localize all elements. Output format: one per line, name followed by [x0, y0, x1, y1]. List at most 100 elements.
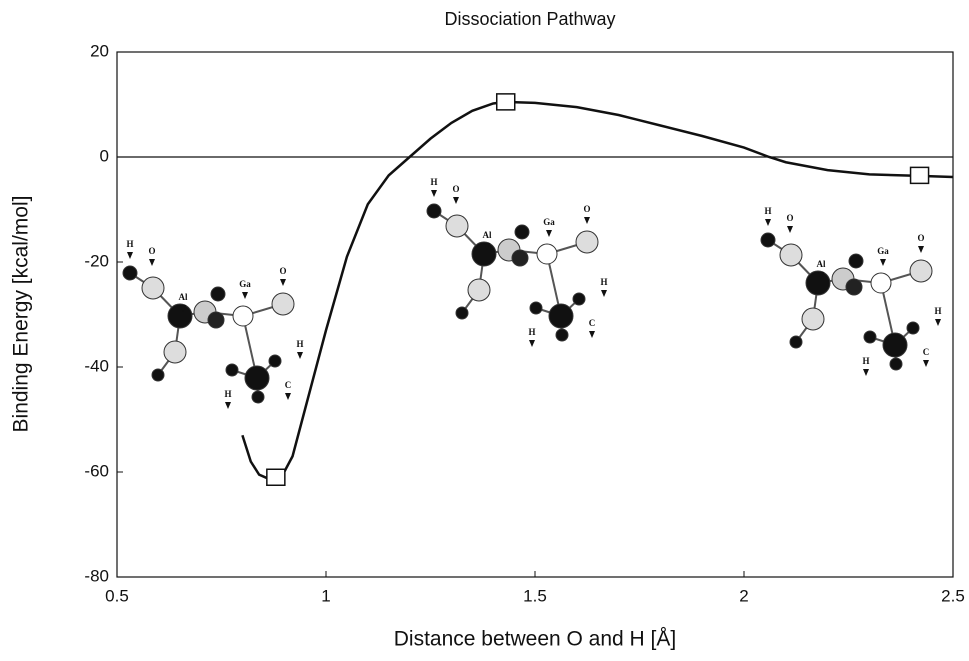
point-marker — [495, 93, 516, 111]
atom — [244, 365, 270, 391]
atom-label: O — [583, 204, 590, 214]
label-arrow — [880, 259, 886, 266]
label-arrow — [280, 279, 286, 286]
atom-label: Ga — [239, 279, 251, 289]
atom — [889, 357, 903, 371]
atom — [225, 363, 239, 377]
y-tick-label: 20 — [90, 41, 109, 60]
atom — [122, 265, 138, 281]
atom — [151, 368, 165, 382]
atom — [572, 292, 586, 306]
chart-title: Dissociation Pathway — [444, 9, 615, 29]
y-tick-label: 0 — [100, 146, 109, 165]
atom-label: H — [296, 339, 303, 349]
label-arrow — [918, 246, 924, 253]
atom — [848, 253, 864, 269]
atom-label: O — [452, 184, 459, 194]
atom — [232, 305, 254, 327]
atom-label: C — [589, 318, 596, 328]
atom-label: Al — [817, 259, 826, 269]
atom-label: H — [764, 206, 771, 216]
atom — [210, 286, 226, 302]
label-arrow — [127, 252, 133, 259]
label-arrow — [180, 305, 186, 312]
atom — [511, 249, 529, 267]
atom-label: O — [917, 233, 924, 243]
label-arrow — [453, 197, 459, 204]
y-tick-label: -20 — [84, 251, 109, 270]
atom — [801, 307, 825, 331]
atom-label: H — [934, 306, 941, 316]
atom — [163, 340, 187, 364]
y-tick-label: -40 — [84, 356, 109, 375]
label-arrow — [584, 217, 590, 224]
atom — [906, 321, 920, 335]
x-tick-label: 1 — [321, 586, 330, 605]
atom — [167, 303, 193, 329]
point-marker — [909, 166, 930, 185]
atom — [471, 241, 497, 267]
x-axis-title: Distance between O and H [Å] — [394, 628, 677, 651]
atom — [529, 301, 543, 315]
x-tick-label: 0.5 — [105, 586, 129, 605]
y-axis-title: Binding Energy [kcal/mol] — [10, 196, 33, 433]
atom — [271, 292, 295, 316]
atom-label: H — [430, 177, 437, 187]
atom — [426, 203, 442, 219]
atom-label: Ga — [543, 217, 555, 227]
atom-label: Al — [179, 292, 188, 302]
label-arrow — [923, 360, 929, 367]
atom — [575, 230, 599, 254]
atom — [805, 270, 831, 296]
atom — [760, 232, 776, 248]
atom — [779, 243, 803, 267]
atom — [536, 243, 558, 265]
atom — [445, 214, 469, 238]
label-arrow — [765, 219, 771, 226]
y-tick-label: -60 — [84, 461, 109, 480]
atom-label: C — [923, 347, 930, 357]
atom-label: H — [126, 239, 133, 249]
atom — [909, 259, 933, 283]
atom — [870, 272, 892, 294]
atom — [863, 330, 877, 344]
label-arrow — [297, 352, 303, 359]
point-marker — [266, 468, 286, 486]
x-tick-label: 2.5 — [941, 586, 965, 605]
label-arrow — [787, 226, 793, 233]
atom — [207, 311, 225, 329]
atom-label: H — [862, 356, 869, 366]
atom — [555, 328, 569, 342]
label-arrow — [546, 230, 552, 237]
atom — [845, 278, 863, 296]
label-arrow — [818, 272, 824, 279]
x-tick-label: 1.5 — [523, 586, 547, 605]
atom — [251, 390, 265, 404]
atom-label: H — [600, 277, 607, 287]
atom-label: Ga — [877, 246, 889, 256]
molecule: H O Al Ga O H H C — [760, 206, 942, 376]
label-arrow — [601, 290, 607, 297]
label-arrow — [863, 369, 869, 376]
label-arrow — [935, 319, 941, 326]
x-tick-label: 2 — [739, 586, 748, 605]
atom — [455, 306, 469, 320]
atom-label: O — [148, 246, 155, 256]
label-arrow — [529, 340, 535, 347]
label-arrow — [242, 292, 248, 299]
atom-label: C — [285, 380, 292, 390]
atom-label: O — [786, 213, 793, 223]
atom — [268, 354, 282, 368]
atom — [141, 276, 165, 300]
atom-label: H — [528, 327, 535, 337]
atom — [514, 224, 530, 240]
atom-label: O — [279, 266, 286, 276]
label-arrow — [484, 243, 490, 250]
label-arrow — [285, 393, 291, 400]
atom — [467, 278, 491, 302]
label-arrow — [431, 190, 437, 197]
atom — [789, 335, 803, 349]
atom — [882, 332, 908, 358]
